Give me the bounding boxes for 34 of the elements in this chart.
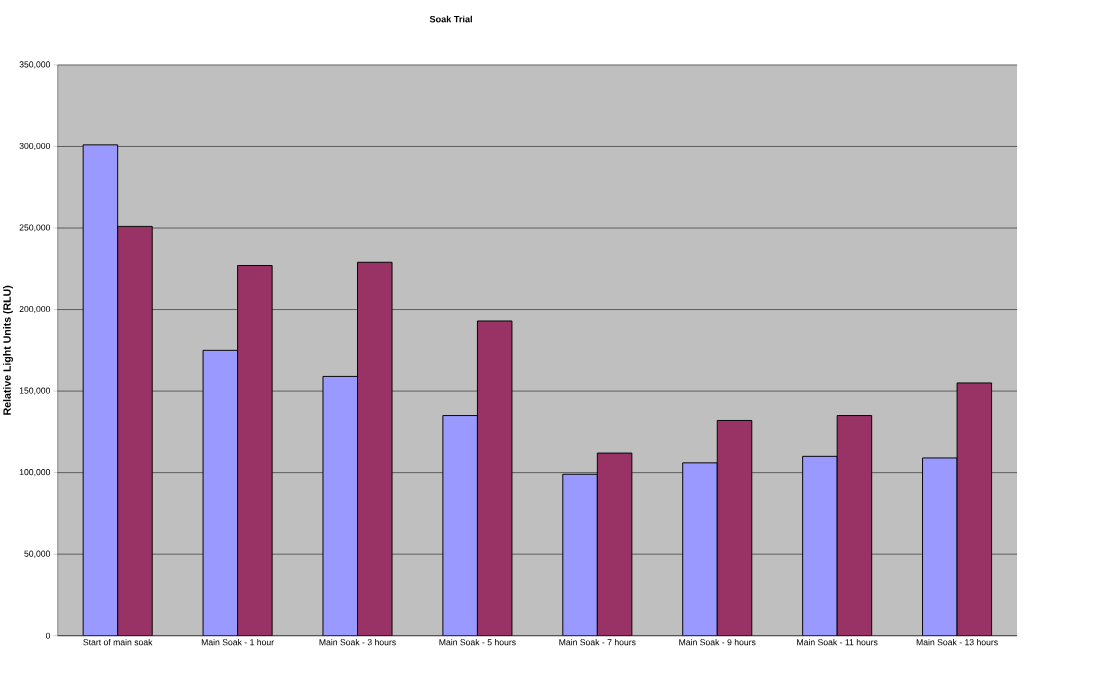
x-tick-label: Main Soak - 13 hours (916, 638, 998, 646)
x-tick-label: Main Soak - 1 hour (201, 638, 274, 646)
bar (922, 457, 958, 636)
bar (202, 349, 239, 636)
bar (442, 415, 478, 636)
bar (716, 419, 753, 636)
bar (562, 473, 598, 636)
bar (237, 265, 273, 636)
y-axis-title: Relative Light Units (RLU) (3, 285, 13, 415)
y-tick-label: 250,000 (19, 224, 51, 232)
bar (802, 455, 838, 636)
bar (357, 261, 393, 636)
y-tick-label: 200,000 (19, 305, 51, 314)
bar (682, 462, 718, 636)
y-tick-label: 50,000 (24, 550, 51, 558)
bar (322, 375, 358, 636)
x-tick-label: Main Soak - 11 hours (797, 638, 878, 646)
x-tick-label: Main Soak - 5 hours (439, 638, 516, 646)
bar (836, 415, 873, 636)
x-tick-label: Main Soak - 7 hours (559, 638, 636, 646)
bar (82, 144, 119, 636)
bar (117, 225, 153, 636)
y-tick-label: 0 (45, 632, 51, 639)
x-tick-label: Start of main soak (83, 638, 153, 646)
y-tick-label: 100,000 (19, 469, 51, 477)
y-tick-label: 300,000 (19, 142, 51, 151)
chart-title: Soak Trial (429, 15, 472, 23)
y-tick-label: 150,000 (19, 387, 51, 395)
x-tick-label: Main Soak - 3 hours (319, 638, 396, 646)
bar (476, 320, 513, 636)
y-tick-label: 350,000 (19, 61, 51, 69)
bar (956, 382, 993, 636)
x-tick-label: Main Soak - 9 hours (679, 638, 756, 646)
bar (596, 452, 633, 636)
